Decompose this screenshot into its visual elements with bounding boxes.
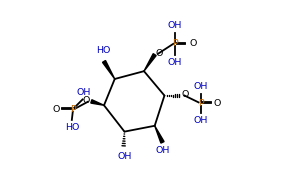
Text: OH: OH [155, 146, 170, 155]
Text: HO: HO [96, 46, 110, 55]
Text: OH: OH [117, 152, 132, 161]
Text: P: P [70, 105, 76, 114]
Text: O: O [190, 39, 197, 48]
Text: P: P [198, 99, 203, 108]
Text: O: O [83, 96, 90, 105]
Polygon shape [155, 126, 164, 143]
Text: OH: OH [168, 21, 182, 30]
Text: P: P [172, 39, 178, 48]
Text: OH: OH [168, 58, 182, 66]
Text: O: O [182, 90, 189, 99]
Polygon shape [144, 54, 156, 71]
Polygon shape [102, 60, 115, 79]
Text: OH: OH [193, 116, 208, 125]
Polygon shape [91, 100, 104, 105]
Text: O: O [156, 49, 163, 58]
Text: OH: OH [76, 88, 91, 97]
Text: O: O [52, 105, 59, 114]
Text: HO: HO [65, 123, 80, 132]
Text: OH: OH [193, 82, 208, 91]
Text: O: O [214, 99, 221, 108]
